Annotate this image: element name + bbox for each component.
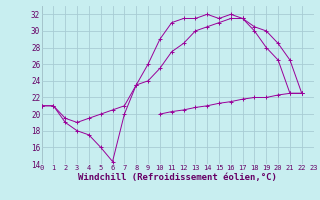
X-axis label: Windchill (Refroidissement éolien,°C): Windchill (Refroidissement éolien,°C) (78, 173, 277, 182)
